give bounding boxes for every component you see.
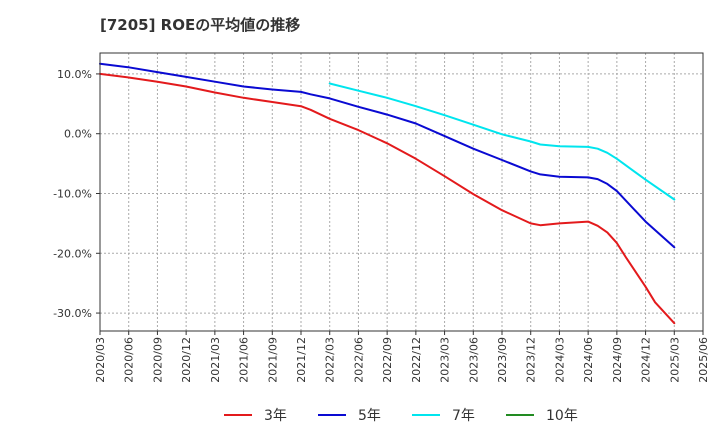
x-tick-label: 2024/09 bbox=[611, 337, 624, 383]
x-tick-label: 2020/12 bbox=[180, 337, 193, 383]
x-tick-label: 2021/12 bbox=[295, 337, 308, 383]
x-tick-label: 2024/12 bbox=[640, 337, 653, 383]
series-line-5年 bbox=[99, 62, 676, 249]
x-tick-label: 2024/03 bbox=[553, 337, 566, 383]
x-tick-label: 2021/06 bbox=[238, 337, 251, 383]
y-tick-label: -30.0% bbox=[53, 307, 92, 320]
x-tick-label: 2023/03 bbox=[439, 337, 452, 383]
x-tick-label: 2020/06 bbox=[123, 337, 136, 383]
x-tick-label: 2020/09 bbox=[151, 337, 164, 383]
x-tick-label: 2021/09 bbox=[266, 337, 279, 383]
x-tick-label: 2023/12 bbox=[525, 337, 538, 383]
chart-title: [7205] ROEの平均値の推移 bbox=[100, 16, 301, 34]
series-line-7年 bbox=[328, 82, 676, 201]
x-tick-label: 2021/03 bbox=[209, 337, 222, 383]
y-tick-label: -20.0% bbox=[53, 247, 92, 260]
y-tick-label: -10.0% bbox=[53, 187, 92, 200]
x-tick-label: 2020/03 bbox=[94, 337, 107, 383]
x-tick-label: 2022/09 bbox=[381, 337, 394, 383]
legend-label-7年: 7年 bbox=[452, 408, 475, 424]
legend-label-5年: 5年 bbox=[358, 408, 381, 424]
y-tick-label: 10.0% bbox=[57, 68, 92, 81]
legend-label-3年: 3年 bbox=[264, 408, 287, 424]
x-tick-label: 2024/06 bbox=[582, 337, 595, 383]
x-tick-label: 2025/03 bbox=[668, 337, 681, 383]
x-tick-label: 2022/12 bbox=[410, 337, 423, 383]
plot-frame bbox=[99, 52, 704, 332]
x-tick-label: 2023/06 bbox=[467, 337, 480, 383]
x-tick-label: 2023/09 bbox=[496, 337, 509, 383]
x-tick-label: 2022/03 bbox=[324, 337, 337, 383]
legend-label-10年: 10年 bbox=[546, 408, 578, 424]
series-line-3年 bbox=[99, 72, 676, 325]
y-tick-label: 0.0% bbox=[64, 128, 92, 141]
x-tick-label: 2025/06 bbox=[697, 337, 710, 383]
plot-area bbox=[100, 53, 703, 331]
x-tick-label: 2022/06 bbox=[352, 337, 365, 383]
